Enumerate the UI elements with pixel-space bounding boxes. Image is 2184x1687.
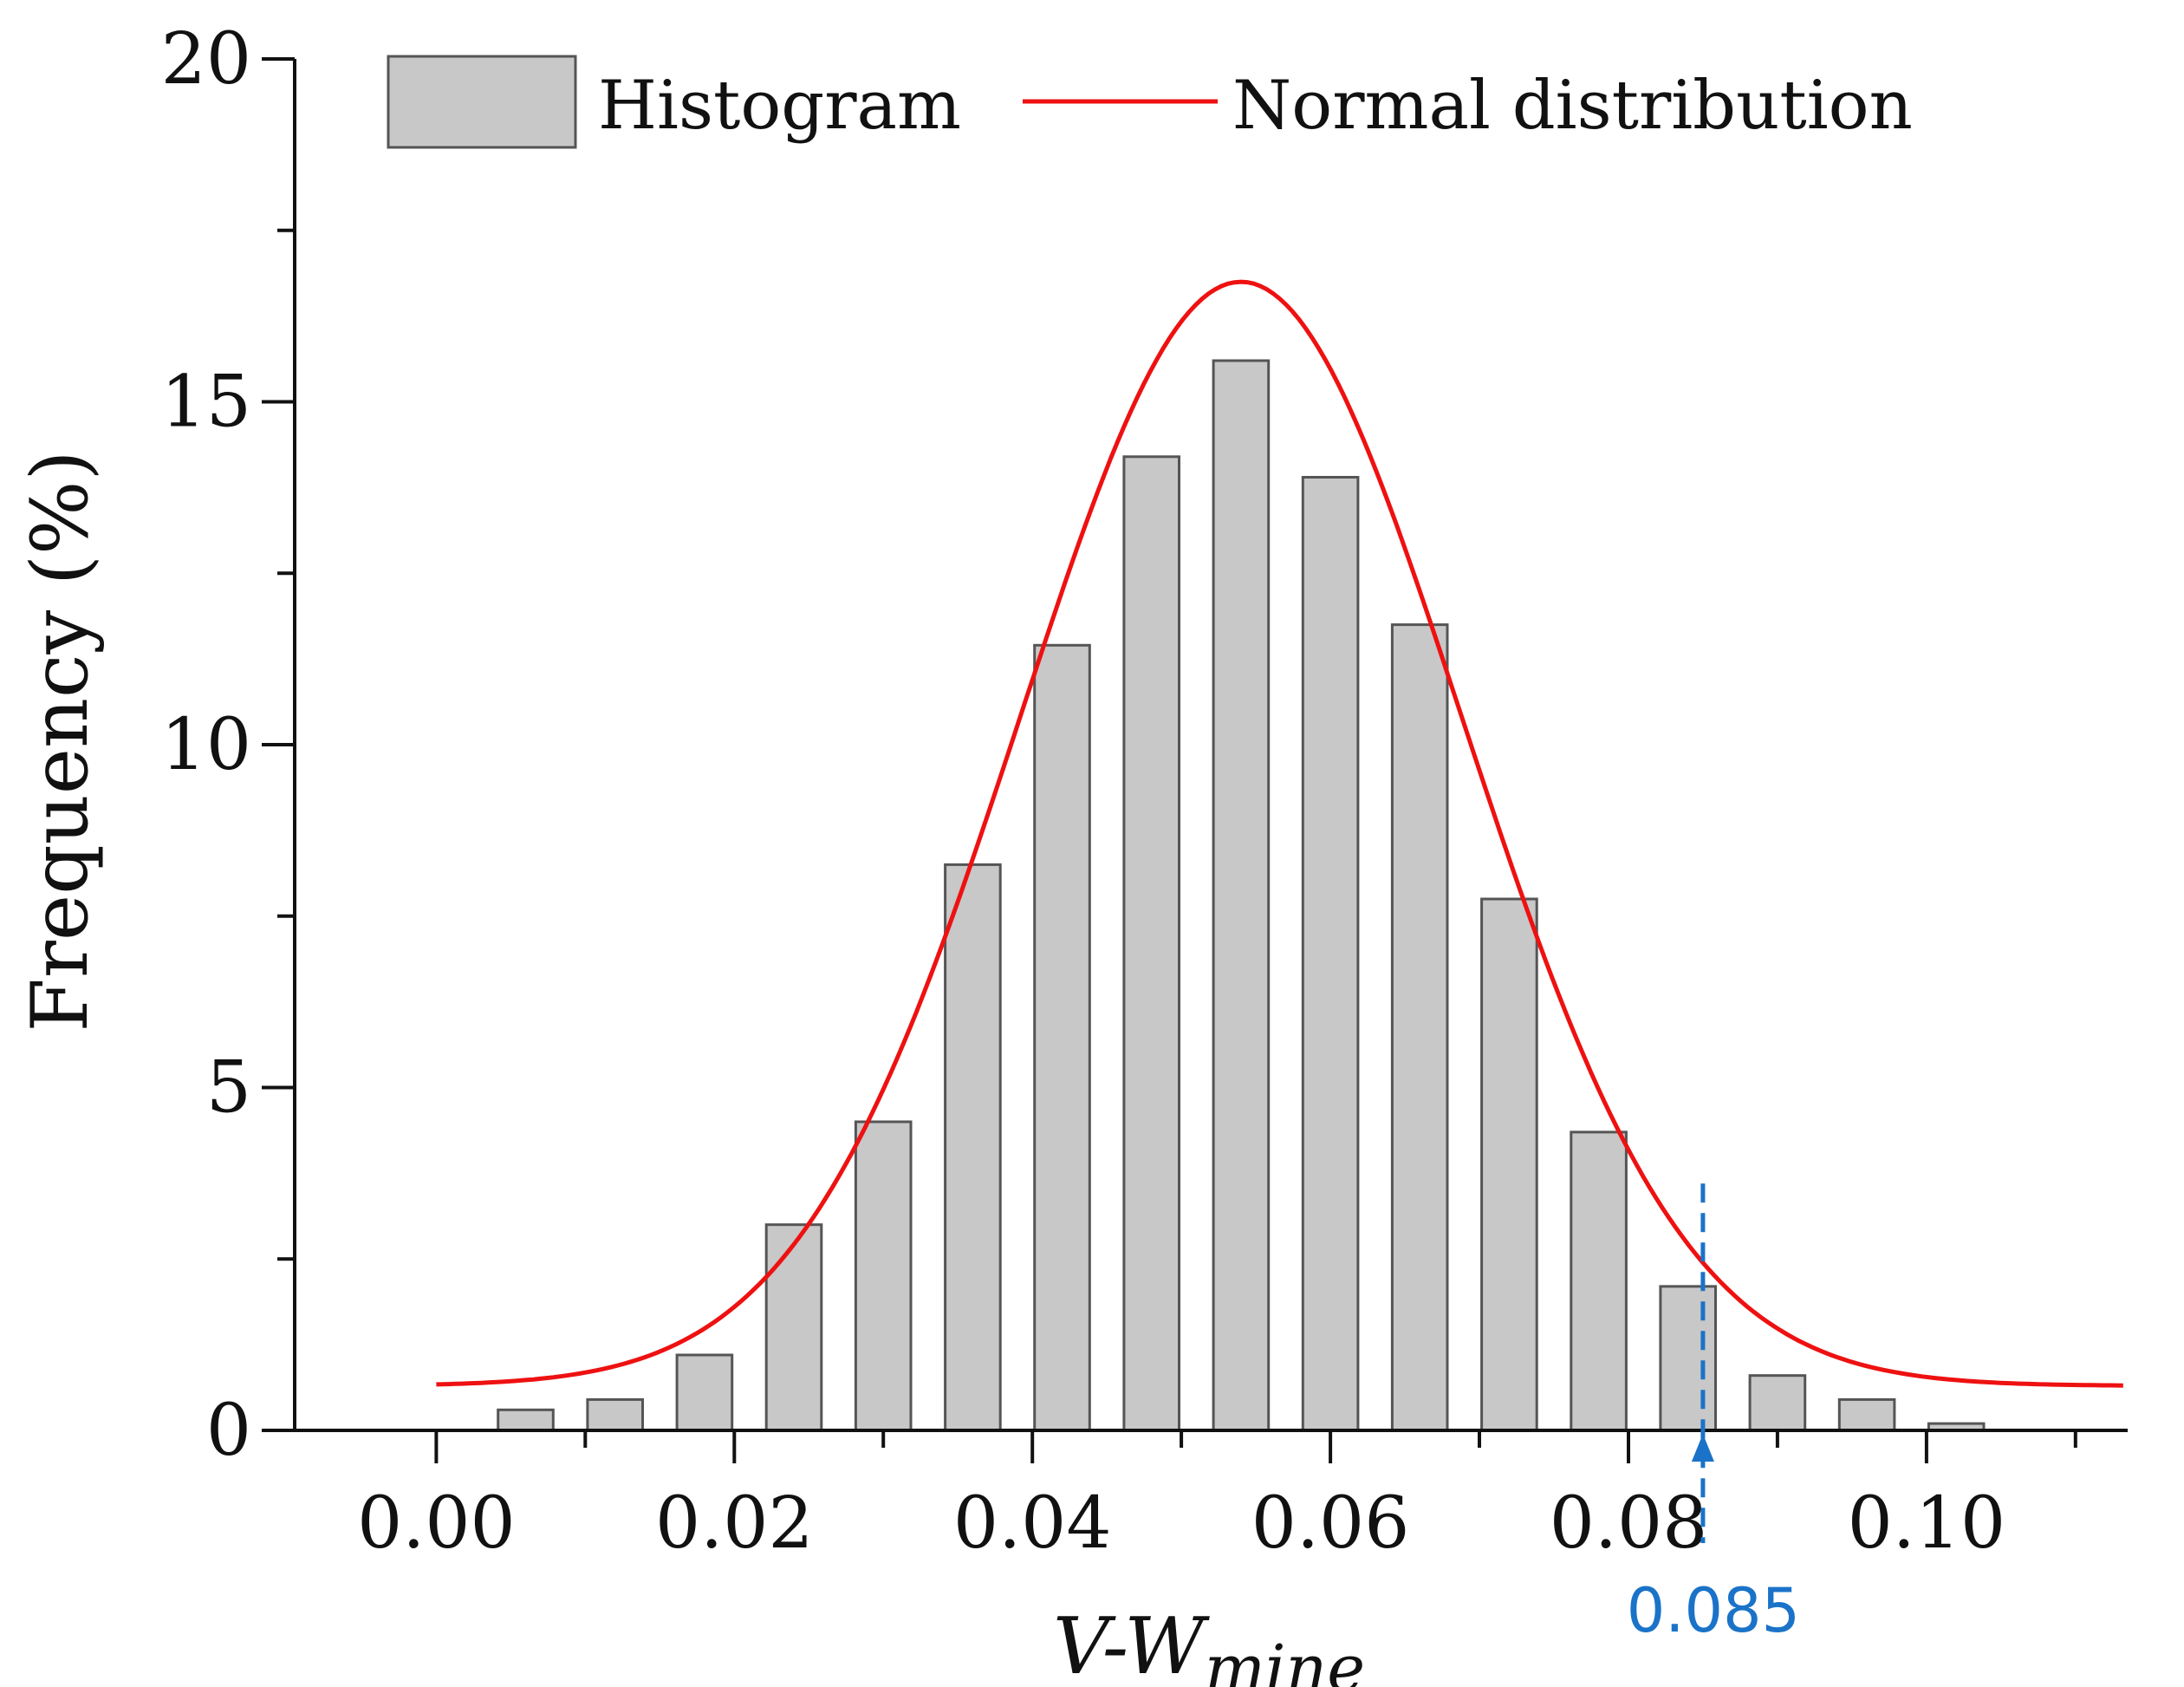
normal-distribution-curve: [436, 279, 2123, 1388]
histogram-bar: [1212, 359, 1271, 1432]
histogram-bar: [1301, 476, 1360, 1432]
histogram-bar: [1570, 1130, 1628, 1432]
y-tick-label: 20: [161, 18, 251, 101]
threshold-arrow-icon: [1691, 1434, 1714, 1462]
y-tick-label: 10: [161, 704, 251, 786]
y-tick-label: 0: [206, 1390, 251, 1472]
x-axis-title-main: V-W: [1053, 1601, 1210, 1687]
histogram-bar: [1480, 897, 1538, 1432]
histogram-bar: [1122, 455, 1181, 1432]
y-axis-ticks: 0 5 10 15 20: [161, 18, 295, 1472]
histogram-bar: [854, 1120, 913, 1432]
plot-area: [436, 279, 2123, 1432]
histogram-bar: [586, 1397, 645, 1432]
y-tick-label: 15: [161, 362, 251, 444]
legend-histogram-swatch: [387, 55, 577, 149]
axes: 0 5 10 15 20 0.00 0.02 0.04 0.06 0.08 0.10: [161, 18, 2128, 1565]
histogram-bar: [497, 1408, 555, 1432]
histogram-bar: [675, 1353, 734, 1432]
histogram-bar: [944, 863, 1002, 1432]
histogram-bar: [1033, 643, 1091, 1432]
y-axis-title: Frequency (%): [15, 450, 106, 1032]
legend-normal-label: Normal distribution: [1232, 67, 1913, 145]
x-tick-label: 0.08: [1550, 1482, 1708, 1565]
legend: Histogram Normal distribution: [387, 55, 1913, 149]
legend-histogram-label: Histogram: [598, 67, 961, 145]
histogram-bar: [1837, 1397, 1896, 1432]
x-axis-title: V-Wmine: [1053, 1601, 1365, 1687]
y-tick-label: 5: [206, 1047, 251, 1130]
x-tick-label: 0.00: [357, 1482, 516, 1565]
histogram-bar: [1748, 1374, 1807, 1432]
x-tick-label: 0.10: [1848, 1482, 2006, 1565]
x-tick-label: 0.06: [1251, 1482, 1410, 1565]
threshold-annotation: 0.085: [1627, 1183, 1800, 1646]
histogram-bars: [497, 359, 1986, 1432]
histogram-bar: [1659, 1285, 1718, 1432]
x-axis-title-subscript: mine: [1205, 1632, 1365, 1687]
x-tick-label: 0.04: [953, 1482, 1112, 1565]
x-axis-ticks: 0.00 0.02 0.04 0.06 0.08 0.10: [357, 1430, 2077, 1565]
x-tick-label: 0.02: [655, 1482, 814, 1565]
histogram-bar: [1390, 623, 1449, 1432]
threshold-label: 0.085: [1627, 1575, 1800, 1646]
histogram-bar: [764, 1223, 823, 1432]
